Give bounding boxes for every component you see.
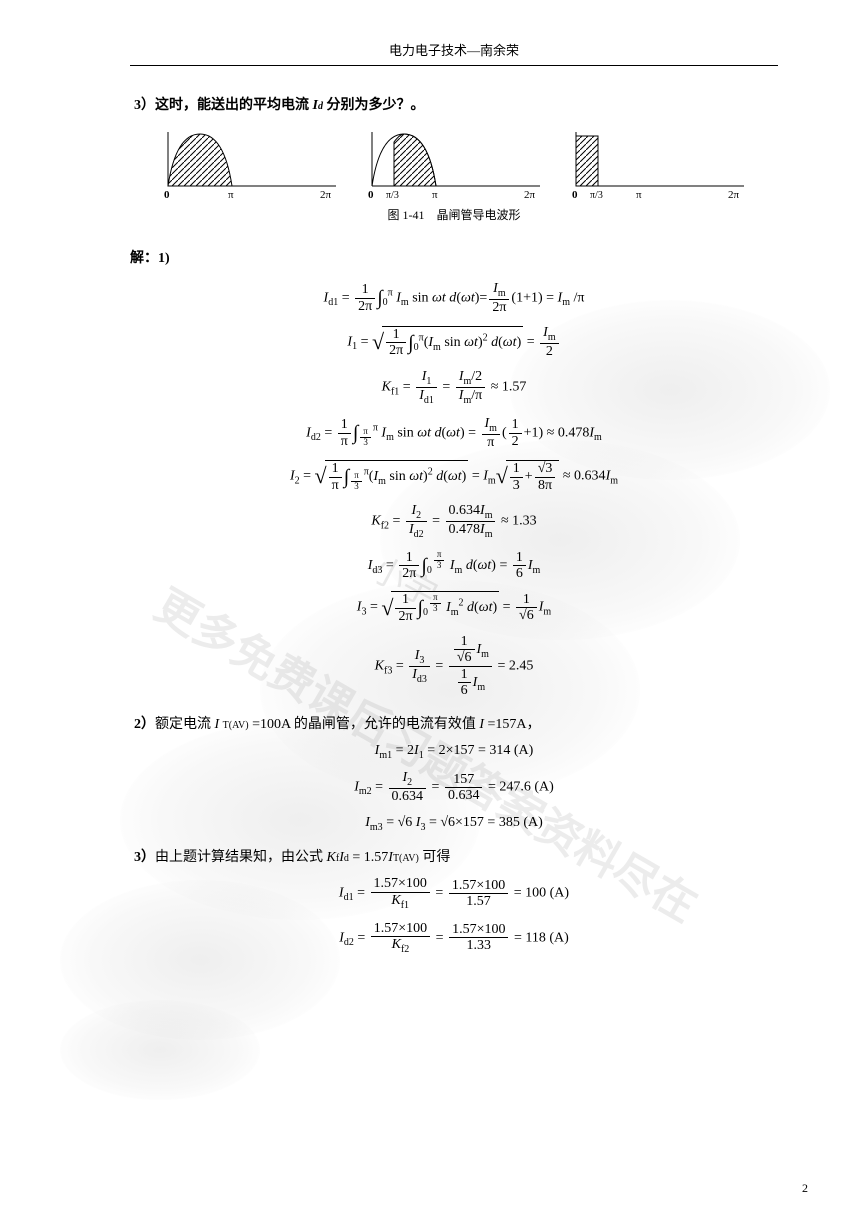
eq-Kf1: Kf1 = I1Id1 = Im/2Im/π ≈ 1.57 xyxy=(130,369,778,406)
svg-text:π: π xyxy=(432,189,438,201)
svg-text:2π: 2π xyxy=(728,189,740,201)
svg-text:0: 0 xyxy=(164,189,170,201)
eq-Im3: Im3 = √6 I3 = √6×157 = 385 (A) xyxy=(130,815,778,833)
waveform-3: 0 π/3 π 2π xyxy=(568,126,748,202)
eq-Id2-final: Id2 = 1.57×100Kf2 = 1.57×1001.33 = 118 (… xyxy=(130,921,778,955)
svg-text:0: 0 xyxy=(572,189,578,201)
svg-text:2π: 2π xyxy=(524,189,536,201)
eq-Im2: Im2 = I20.634 = 1570.634 = 247.6 (A) xyxy=(130,770,778,804)
svg-text:π/3: π/3 xyxy=(386,190,399,201)
eq-I2: I2 = √1π∫π3π(Im sin ωt)2 d(ωt) = Im√13+√… xyxy=(130,460,778,493)
eq-I1: I1 = √12π∫0π(Im sin ωt)2 d(ωt) = Im2 xyxy=(130,325,778,359)
page-number: 2 xyxy=(802,1181,808,1196)
solution-header: 解：1) xyxy=(130,247,778,267)
waveform-1: 0 π 2π xyxy=(160,126,340,202)
svg-text:π: π xyxy=(636,189,642,201)
question-3: 3）这时，能送出的平均电流 Id 分别为多少？。 xyxy=(130,94,778,114)
page-header: 电力电子技术—南余荣 xyxy=(130,40,778,66)
svg-text:π: π xyxy=(228,189,234,201)
part3-text: 3）由上题计算结果知，由公式 KfId = 1.57IT(AV) 可得 xyxy=(130,846,778,866)
eq-Id1: Id1 = 12π∫0π Im sin ωt d(ωt)=Im2π(1+1) =… xyxy=(130,281,778,315)
eq-Id1-final: Id1 = 1.57×100Kf1 = 1.57×1001.57 = 100 (… xyxy=(130,876,778,910)
page-content: 电力电子技术—南余荣 3）这时，能送出的平均电流 Id 分别为多少？。 0 π … xyxy=(0,0,868,1005)
eq-Id2: Id2 = 1π∫π3π Im sin ωt d(ωt) = Imπ(12+1)… xyxy=(130,416,778,450)
figure-caption: 图 1-41 晶闸管导电波形 xyxy=(130,206,778,223)
eq-Id3: Id3 = 12π∫0π3 Im d(ωt) = 16Im xyxy=(130,550,778,582)
eq-Im1: Im1 = 2I1 = 2×157 = 314 (A) xyxy=(130,743,778,761)
eq-Kf2: Kf2 = I2Id2 = 0.634Im0.478Im ≈ 1.33 xyxy=(130,503,778,540)
waveform-2: 0 π/3 π 2π xyxy=(364,126,544,202)
svg-text:2π: 2π xyxy=(320,189,332,201)
part2-text: 2）额定电流 I T(AV) =100A 的晶闸管，允许的电流有效值 I =15… xyxy=(130,713,778,733)
svg-text:0: 0 xyxy=(368,189,374,201)
eq-I3: I3 = √12π∫0π3 Im2 d(ωt) = 1√6Im xyxy=(130,591,778,624)
eq-Kf3: Kf3 = I3Id3 = 1√6Im16Im = 2.45 xyxy=(130,634,778,699)
svg-text:π/3: π/3 xyxy=(590,190,603,201)
figure-row: 0 π 2π 0 π/3 π 2π 0 π/3 π 2π xyxy=(130,126,778,202)
